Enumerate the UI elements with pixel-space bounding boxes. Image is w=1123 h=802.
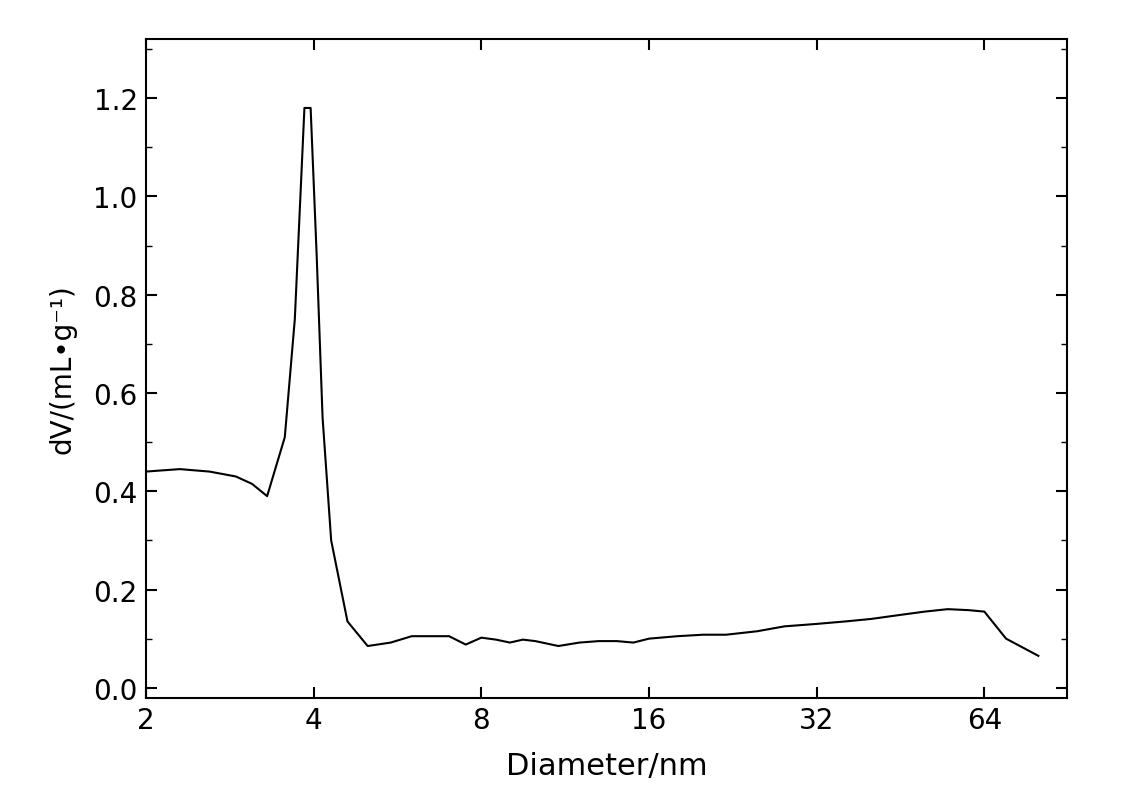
Y-axis label: dV/(mL•g⁻¹): dV/(mL•g⁻¹) [48,284,76,454]
X-axis label: Diameter/nm: Diameter/nm [505,751,707,780]
